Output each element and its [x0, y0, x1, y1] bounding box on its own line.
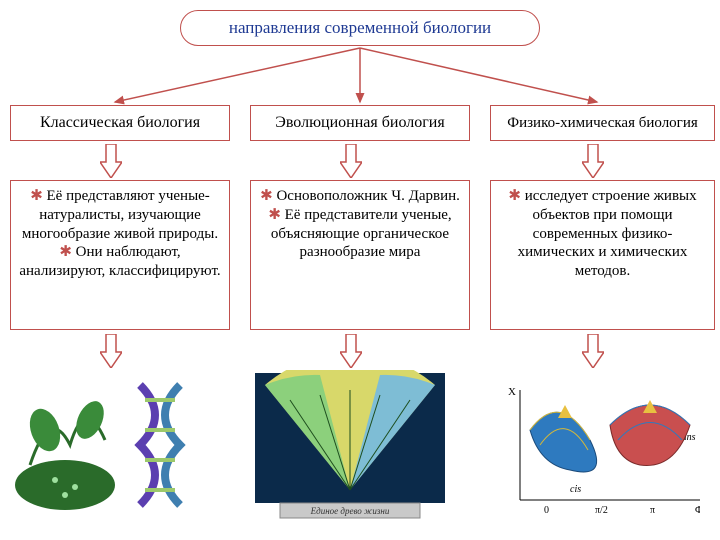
bullet-icon: ✱ [508, 188, 521, 204]
image-caption: Единое древо жизни [310, 506, 390, 516]
arrow-branch-desc-0 [100, 144, 122, 178]
fan-tree-icon: Единое древо жизни [250, 370, 450, 520]
desc-line: Основоположник Ч. Дарвин. [276, 188, 459, 204]
image-classical [10, 375, 210, 515]
title-connectors [0, 46, 720, 106]
svg-text:cis: cis [570, 484, 581, 495]
branch-box-0: Классическая биология [10, 105, 230, 141]
branch-box-1: Эволюционная биология [250, 105, 470, 141]
title-box: направления современной биологии [180, 10, 540, 46]
desc-line: Её представляют ученые-натуралисты, изуч… [22, 188, 218, 242]
surface-plot-icon: X Φ 0 π/2 π cis trans [500, 370, 700, 520]
bullet-icon: ✱ [59, 244, 72, 260]
title-text: направления современной биологии [229, 18, 491, 38]
image-evolution: Единое древо жизни [250, 375, 450, 515]
desc-box-2: ✱ исследует строение живых объектов при … [490, 180, 715, 330]
branch-label: Классическая биология [40, 114, 200, 132]
svg-text:Φ: Φ [695, 504, 700, 516]
arrow-desc-img-0 [100, 334, 122, 368]
branch-label: Физико-химическая биология [507, 115, 698, 132]
arrow-branch-desc-2 [582, 144, 604, 178]
bullet-icon: ✱ [260, 188, 273, 204]
arrow-branch-desc-1 [340, 144, 362, 178]
desc-box-1: ✱ Основоположник Ч. Дарвин. ✱ Её предста… [250, 180, 470, 330]
desc-box-0: ✱ Её представляют ученые-натуралисты, из… [10, 180, 230, 330]
bullet-icon: ✱ [30, 188, 43, 204]
nature-icon [10, 375, 210, 515]
branch-box-2: Физико-химическая биология [490, 105, 715, 141]
desc-line: Её представители ученые, объясняющие орг… [271, 207, 452, 261]
bullet-icon: ✱ [268, 207, 281, 223]
svg-text:0: 0 [544, 505, 549, 516]
svg-text:π/2: π/2 [595, 505, 608, 516]
arrow-desc-img-1 [340, 334, 362, 368]
desc-line: Они наблюдают, анализируют, классифициру… [19, 244, 220, 279]
arrow-desc-img-2 [582, 334, 604, 368]
branch-label: Эволюционная биология [275, 114, 444, 132]
image-physchem: X Φ 0 π/2 π cis trans [500, 375, 700, 515]
svg-text:X: X [508, 386, 516, 398]
svg-text:π: π [650, 505, 655, 516]
desc-line: исследует строение живых объектов при по… [518, 188, 697, 279]
